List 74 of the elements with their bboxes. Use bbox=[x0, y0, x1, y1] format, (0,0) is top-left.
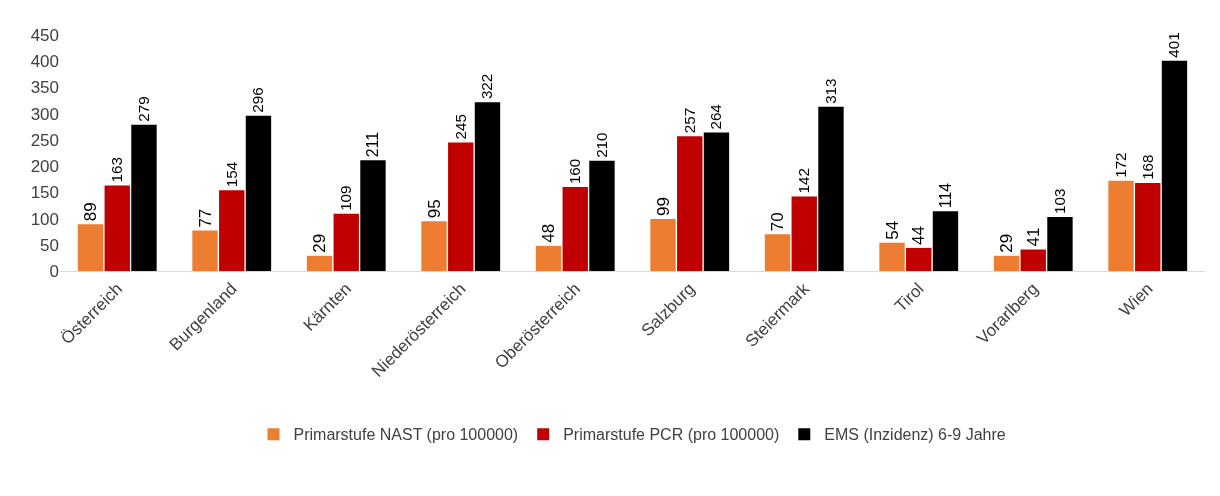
legend-label: EMS (Inzidenz) 6-9 Jahre bbox=[824, 426, 1006, 444]
data-label: 48 bbox=[539, 223, 559, 243]
data-label: 44 bbox=[909, 226, 929, 245]
bar bbox=[932, 211, 959, 271]
bar bbox=[764, 234, 791, 271]
data-label: 41 bbox=[1023, 227, 1043, 247]
y-tick-label: 250 bbox=[30, 130, 59, 150]
bar bbox=[1047, 216, 1073, 271]
data-label: 264 bbox=[707, 104, 725, 130]
data-label: 109 bbox=[337, 185, 355, 211]
bar bbox=[219, 190, 245, 271]
data-label: 322 bbox=[478, 73, 496, 100]
data-label: 168 bbox=[1138, 154, 1156, 180]
bar bbox=[245, 115, 272, 271]
bar bbox=[192, 230, 218, 271]
data-label: 279 bbox=[134, 96, 152, 122]
x-tick-label: Tirol bbox=[891, 279, 928, 316]
y-tick-label: 350 bbox=[30, 78, 59, 98]
y-tick-label: 150 bbox=[30, 183, 59, 203]
data-label: 29 bbox=[997, 233, 1017, 253]
data-label: 160 bbox=[566, 158, 584, 185]
bar bbox=[131, 124, 157, 271]
bar bbox=[650, 219, 676, 271]
y-tick-label: 0 bbox=[49, 261, 59, 281]
bar bbox=[535, 245, 562, 271]
bar bbox=[1108, 180, 1134, 271]
data-label: 154 bbox=[222, 161, 240, 188]
data-label: 296 bbox=[249, 87, 267, 113]
data-label: 142 bbox=[795, 168, 813, 194]
bar bbox=[1020, 249, 1046, 271]
data-label: 401 bbox=[1165, 32, 1183, 58]
bar bbox=[1135, 182, 1161, 271]
y-tick-label: 100 bbox=[30, 209, 59, 229]
legend-label: Primarstufe NAST (pro 100000) bbox=[293, 426, 519, 444]
y-tick-label: 50 bbox=[40, 235, 59, 255]
data-label: 257 bbox=[680, 107, 698, 134]
data-label: 245 bbox=[451, 114, 469, 140]
bar bbox=[360, 160, 386, 271]
bar bbox=[333, 213, 359, 271]
data-label: 313 bbox=[821, 78, 839, 104]
data-label: 99 bbox=[653, 197, 673, 217]
data-label: 29 bbox=[310, 233, 330, 253]
bar bbox=[589, 160, 615, 271]
bar bbox=[562, 187, 588, 271]
data-label: 95 bbox=[424, 199, 444, 219]
bar bbox=[818, 106, 844, 271]
data-label: 77 bbox=[195, 208, 215, 228]
bar bbox=[474, 102, 501, 271]
y-tick-label: 200 bbox=[30, 157, 59, 177]
data-label: 163 bbox=[108, 157, 126, 183]
bar bbox=[1161, 60, 1188, 271]
bar bbox=[448, 142, 474, 271]
data-label: 172 bbox=[1111, 152, 1129, 178]
bar bbox=[306, 255, 333, 271]
y-tick-label: 300 bbox=[30, 104, 59, 124]
bar bbox=[77, 224, 104, 271]
data-label: 89 bbox=[81, 202, 101, 222]
data-label: 70 bbox=[768, 212, 788, 232]
bar bbox=[677, 136, 703, 271]
bar bbox=[791, 196, 817, 271]
y-tick-label: 450 bbox=[30, 25, 59, 45]
data-label: 210 bbox=[592, 132, 610, 158]
legend-label: Primarstufe PCR (pro 100000) bbox=[563, 426, 780, 444]
data-label: 114 bbox=[936, 182, 954, 209]
y-tick-label: 400 bbox=[30, 52, 59, 72]
bar bbox=[993, 255, 1020, 271]
data-label: 211 bbox=[364, 131, 382, 158]
bar bbox=[703, 132, 730, 271]
bar bbox=[104, 185, 130, 271]
bar bbox=[421, 221, 447, 271]
bar bbox=[906, 247, 932, 271]
data-label: 103 bbox=[1050, 188, 1068, 214]
bar bbox=[879, 242, 905, 271]
data-label: 54 bbox=[882, 220, 902, 240]
